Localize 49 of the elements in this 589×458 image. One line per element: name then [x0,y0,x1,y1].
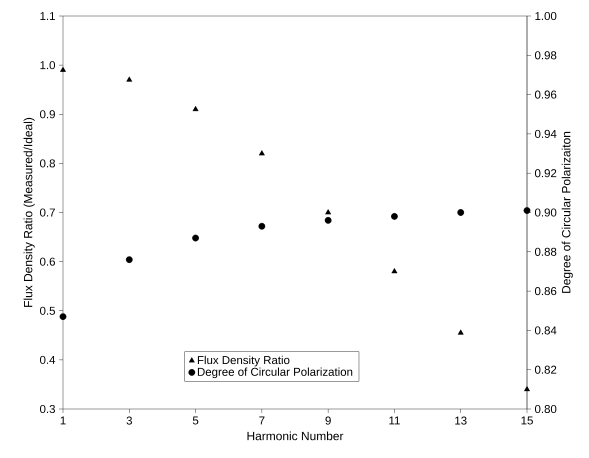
y-tick-label: 1.1 [40,12,55,20]
y2-tick-label: 0.88 [534,248,556,256]
y2-tick-label: 0.82 [534,366,556,374]
x-tick-label: 11 [389,416,400,424]
point [60,66,66,72]
x-tick-label: 15 [522,416,533,425]
y2-tick-label: 0.98 [534,51,556,60]
point [457,209,464,216]
point [458,329,464,335]
point [192,234,199,242]
y2-tick-label: 0.90 [534,208,556,217]
y2-tick-label: 1.00 [535,12,556,20]
point [60,313,66,320]
y2-tick-label: 0.86 [534,287,556,296]
y-axis-title: Flux Density Ratio (Measured/Ideal) [24,118,35,307]
y-tick-label: 0.4 [40,356,56,364]
x-tick-label: 7 [259,416,264,424]
point [391,213,398,220]
y-tick-label: 0.3 [40,404,55,414]
y-tick-label: 0.5 [40,306,55,315]
x-tick-label: 13 [455,416,467,425]
x-tick-label: 5 [192,416,198,425]
point [258,222,266,230]
y2-axis-title: Degree of Circular Polarizaiton [562,132,573,293]
point [391,268,398,274]
y-tick-label: 0.8 [40,159,55,168]
x-tick-label: 3 [126,416,132,425]
y2-tick-label: 0.94 [534,130,556,138]
y-tick-label: 0.9 [40,110,55,118]
x-axis-title: Harmonic Number [247,431,344,440]
y2-tick-label: 0.96 [534,90,556,99]
point [192,106,199,112]
point [524,207,530,214]
x-tick-label: 1 [60,416,66,424]
point [126,256,133,264]
y-tick-label: 0.6 [40,258,55,266]
legend-label: Flux Density Ratio [198,356,290,366]
point [258,150,265,156]
y2-tick-label: 0.84 [534,326,556,334]
point [324,216,332,224]
y-tick-label: 1.0 [40,61,56,70]
point [126,76,132,82]
legend-label: Degree of Circular Polarization [198,368,352,378]
point [325,209,332,214]
x-tick-label: 9 [325,416,331,425]
point [524,386,530,392]
y-tick-label: 0.7 [40,208,55,217]
y2-tick-label: 0.92 [534,169,556,178]
y2-tick-label: 0.80 [534,404,556,414]
